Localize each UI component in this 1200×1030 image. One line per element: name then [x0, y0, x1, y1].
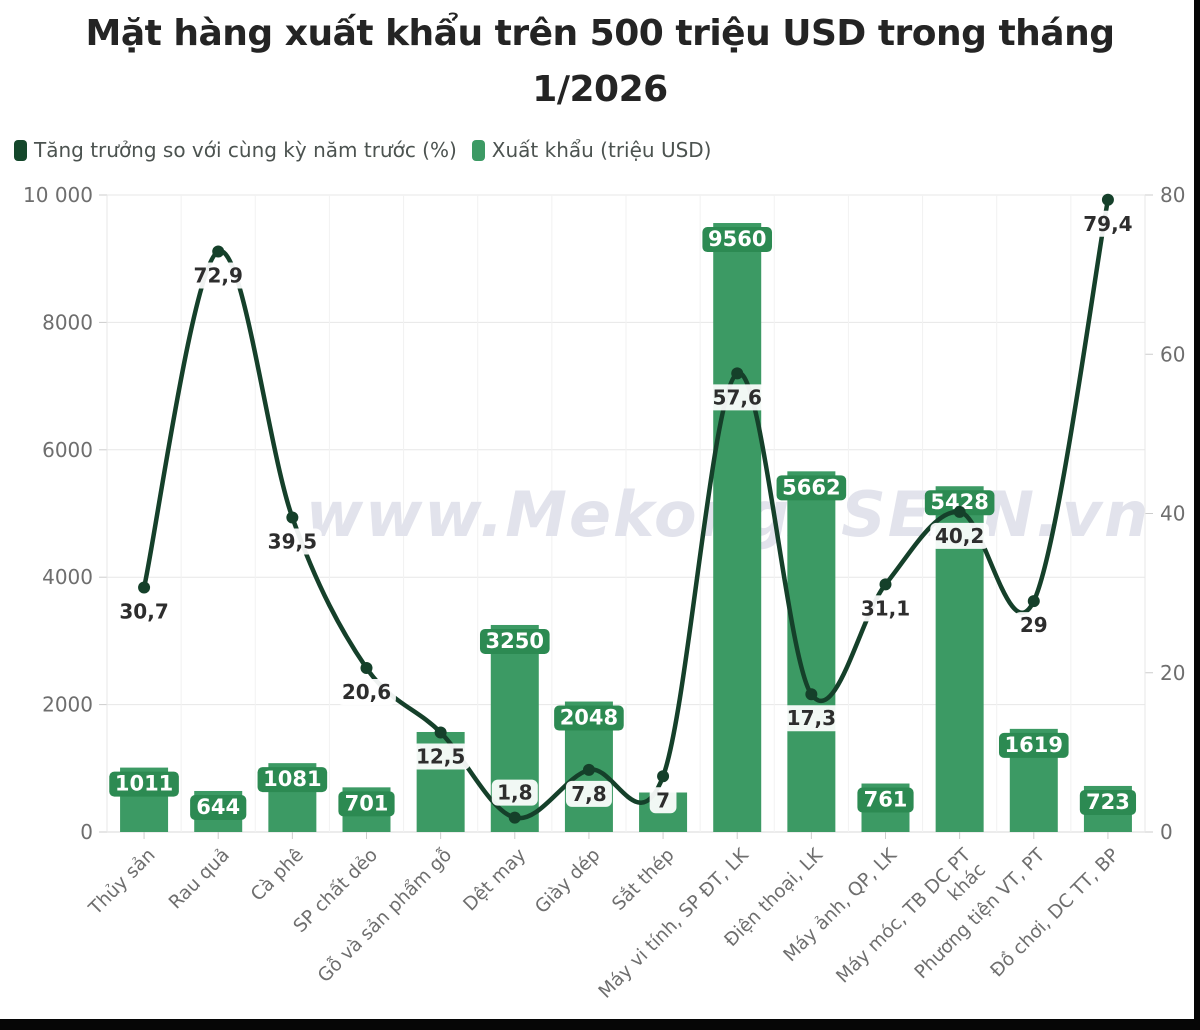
svg-text:40,2: 40,2	[935, 524, 984, 548]
svg-text:79,4: 79,4	[1083, 212, 1132, 236]
svg-text:1619: 1619	[1005, 733, 1063, 757]
svg-text:Đồ chơi, DC TT, BP: Đồ chơi, DC TT, BP	[987, 845, 1124, 982]
svg-text:57,6: 57,6	[713, 385, 762, 409]
chart-title-line1: Mặt hàng xuất khẩu trên 500 triệu USD tr…	[85, 13, 1115, 54]
svg-text:0: 0	[80, 820, 93, 844]
svg-text:Sắt thép: Sắt thép	[608, 845, 678, 915]
svg-text:30,7: 30,7	[119, 600, 168, 624]
svg-text:723: 723	[1086, 790, 1130, 814]
legend-label-export: Xuất khẩu (triệu USD)	[491, 138, 712, 162]
svg-text:17,3: 17,3	[787, 706, 836, 730]
svg-text:2048: 2048	[560, 706, 618, 730]
svg-text:7: 7	[656, 788, 670, 812]
svg-text:Rau quả: Rau quả	[165, 845, 234, 914]
svg-text:761: 761	[864, 788, 908, 812]
svg-text:80: 80	[1160, 183, 1185, 207]
legend-swatch-export-icon	[471, 139, 485, 161]
svg-text:644: 644	[196, 795, 240, 819]
svg-text:4000: 4000	[42, 565, 93, 589]
svg-text:20: 20	[1160, 661, 1185, 685]
svg-text:31,1: 31,1	[861, 596, 910, 620]
svg-text:0: 0	[1160, 820, 1173, 844]
legend-swatch-growth-icon	[14, 139, 27, 161]
svg-text:5662: 5662	[782, 475, 840, 499]
svg-text:7,8: 7,8	[571, 782, 606, 806]
svg-text:Gỗ và sản phẩm gỗ: Gỗ và sản phẩm gỗ	[314, 845, 456, 987]
svg-text:40: 40	[1160, 502, 1185, 526]
svg-text:12,5: 12,5	[416, 744, 465, 768]
footer-bar	[0, 1019, 1200, 1030]
legend-item-export: Xuất khẩu (triệu USD)	[471, 138, 712, 162]
svg-text:1081: 1081	[263, 767, 321, 791]
svg-text:1011: 1011	[115, 772, 173, 796]
chart-legend: Tăng trưởng so với cùng kỳ năm trước (%)…	[14, 138, 711, 162]
svg-text:Máy vi tính, SP ĐT, LK: Máy vi tính, SP ĐT, LK	[595, 844, 754, 1003]
legend-label-growth: Tăng trưởng so với cùng kỳ năm trước (%)	[34, 138, 457, 162]
svg-text:3250: 3250	[486, 629, 544, 653]
svg-text:9560: 9560	[708, 227, 766, 251]
svg-text:Cà phê: Cà phê	[247, 845, 308, 906]
svg-text:29: 29	[1020, 613, 1048, 637]
right-edge-bar	[1194, 0, 1200, 1030]
legend-item-growth: Tăng trưởng so với cùng kỳ năm trước (%)	[14, 138, 457, 162]
chart-title-line2: 1/2026	[532, 69, 668, 110]
svg-text:8000: 8000	[42, 310, 93, 334]
svg-text:701: 701	[345, 791, 389, 815]
svg-text:6000: 6000	[42, 438, 93, 462]
svg-text:2000: 2000	[42, 693, 93, 717]
svg-text:39,5: 39,5	[268, 529, 317, 553]
svg-text:Thủy sản: Thủy sản	[84, 845, 159, 920]
svg-text:72,9: 72,9	[194, 264, 243, 288]
svg-text:1,8: 1,8	[497, 781, 532, 805]
svg-text:Dệt may: Dệt may	[460, 845, 531, 916]
chart-title: Mặt hàng xuất khẩu trên 500 triệu USD tr…	[0, 6, 1200, 118]
svg-text:60: 60	[1160, 342, 1185, 366]
svg-text:20,6: 20,6	[342, 680, 391, 704]
svg-text:10 000: 10 000	[23, 183, 93, 207]
svg-text:Giày dép: Giày dép	[531, 845, 604, 918]
